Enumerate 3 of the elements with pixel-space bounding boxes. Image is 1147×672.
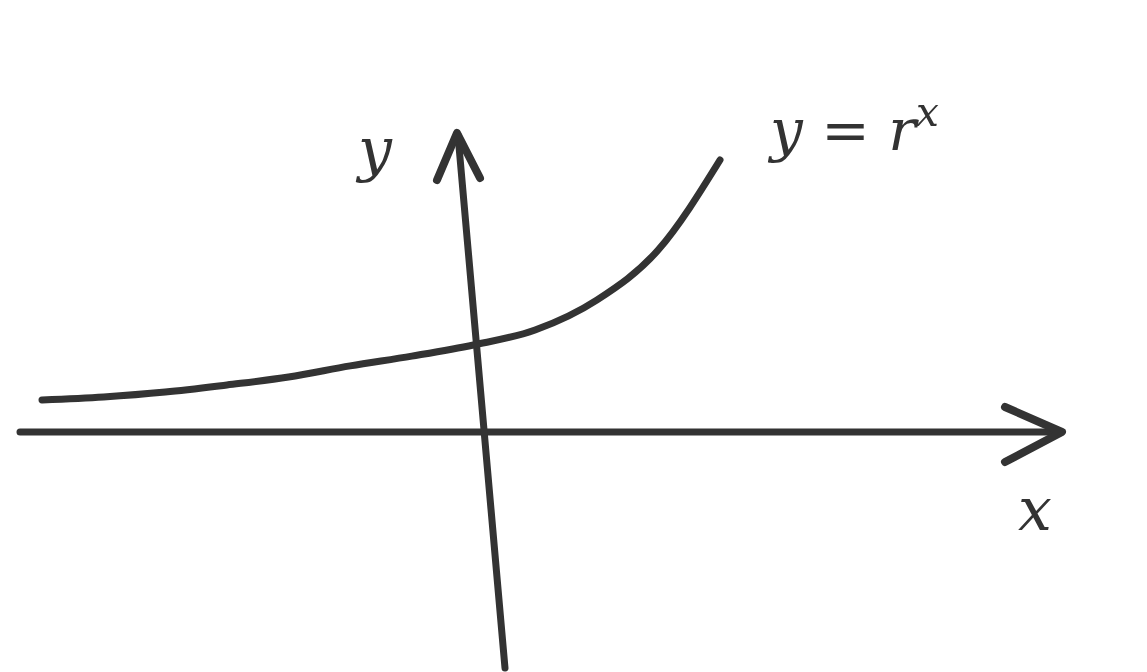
y-axis-title: y [355,114,394,184]
text: y = r$^{x}$ [767,88,939,164]
x-axis-title: x [1018,474,1052,544]
